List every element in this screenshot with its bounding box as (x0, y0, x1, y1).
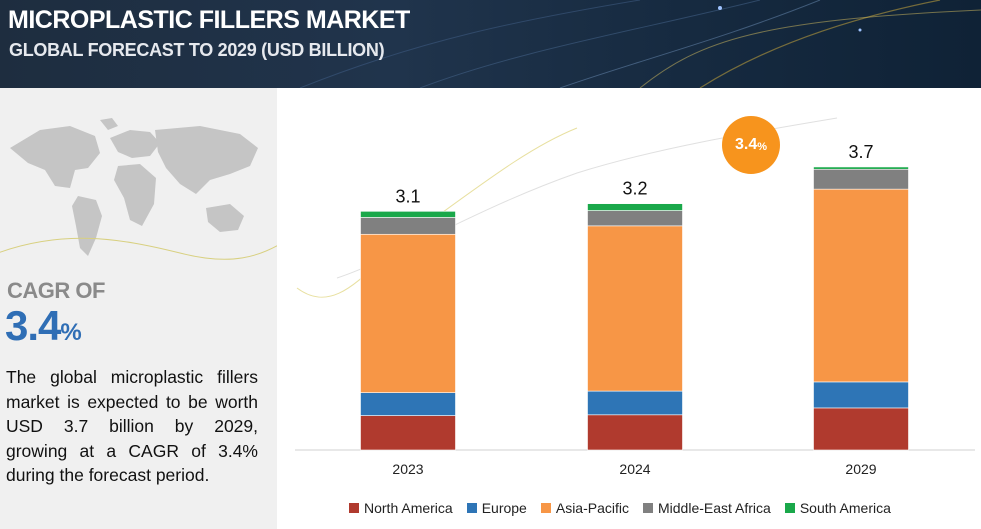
description-text: The global microplastic fillers market i… (6, 367, 258, 485)
legend-label: Middle-East Africa (658, 500, 771, 516)
cagr-badge: 3.4% (722, 116, 780, 174)
legend-item-middle-east-africa: Middle-East Africa (643, 500, 771, 516)
total-label-2023: 3.1 (395, 186, 420, 206)
legend-label: South America (799, 500, 891, 516)
bar-europe-2029 (813, 381, 909, 409)
cagr-number: 3.4 (5, 302, 61, 349)
cagr-label: CAGR OF (7, 278, 105, 303)
badge-unit: % (757, 140, 768, 153)
bar-middle-east-africa-2029 (813, 168, 909, 190)
legend-item-europe: Europe (466, 500, 527, 516)
legend-label: Europe (481, 500, 527, 516)
stacked-bar-chart: 3.1 2023 3.2 2024 3.7 2029 (295, 117, 975, 477)
bar-europe-2023 (360, 392, 456, 416)
decorative-wave (0, 237, 277, 260)
legend-swatch (540, 503, 551, 513)
cagr-unit: % (60, 319, 82, 346)
badge-number: 3.4 (734, 136, 758, 153)
total-label-2024: 3.2 (622, 179, 647, 199)
legend-item-north-america: North America (349, 500, 453, 516)
bar-south-america-2023 (360, 211, 456, 218)
bar-middle-east-africa-2024 (587, 210, 683, 227)
bar-middle-east-africa-2023 (360, 217, 456, 235)
legend-item-asia-pacific: Asia-Pacific (540, 500, 629, 516)
legend-item-south-america: South America (784, 500, 891, 516)
bar-asia-pacific-2024 (587, 225, 683, 392)
page-subtitle: GLOBAL FORECAST TO 2029 (USD BILLION) (9, 40, 385, 60)
x-tick-label-2023: 2023 (392, 461, 423, 477)
bar-north-america-2029 (813, 407, 909, 451)
bar-asia-pacific-2023 (360, 233, 456, 393)
cagr-value: 3.4% (5, 302, 82, 350)
left-panel: CAGR OF 3.4% The global microplastic fil… (0, 88, 277, 529)
description-last: period. (155, 465, 210, 485)
legend-label: North America (364, 500, 453, 516)
legend-swatch (643, 503, 653, 513)
x-tick-label-2024: 2024 (619, 461, 650, 477)
legend-swatch (466, 503, 477, 513)
bar-north-america-2023 (360, 415, 456, 451)
header-banner: MICROPLASTIC FILLERS MARKET GLOBAL FOREC… (0, 0, 981, 88)
total-label-2029: 3.7 (848, 142, 873, 162)
bar-south-america-2029 (813, 166, 909, 170)
legend-swatch (349, 503, 359, 513)
bar-south-america-2024 (587, 203, 683, 211)
x-tick-label-2029: 2029 (845, 461, 876, 477)
header-decoration (299, 0, 981, 88)
bar-europe-2024 (587, 390, 683, 416)
bar-asia-pacific-2029 (813, 188, 909, 383)
chart-legend: North America Europe Asia-Pacific Middle-Ea… (349, 500, 905, 516)
page-title: MICROPLASTIC FILLERS MARKET (8, 6, 410, 34)
legend-swatch (784, 503, 795, 513)
world-map-icon (10, 118, 258, 256)
bar-north-america-2024 (587, 414, 683, 451)
legend-label: Asia-Pacific (555, 500, 629, 516)
market-description: The global microplastic fillers market i… (6, 365, 258, 488)
